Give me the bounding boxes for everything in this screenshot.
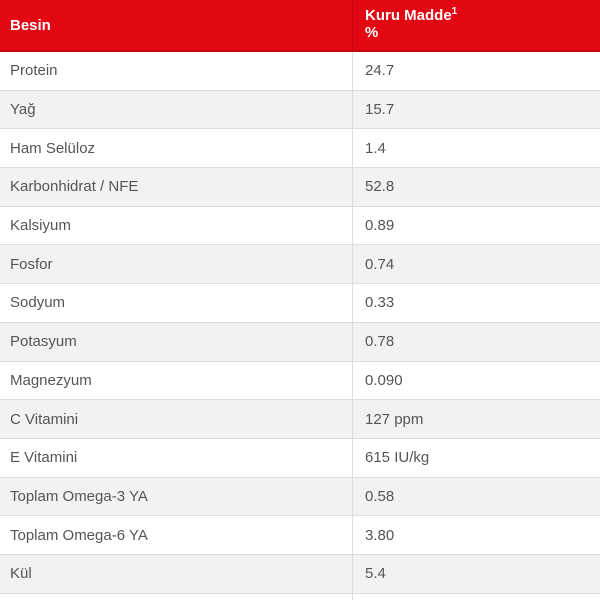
nutrient-value: 3.80 [352,516,600,554]
table-row: Karbonhidrat / NFE 52.8 [0,168,600,207]
nutrient-value: 0.78 [352,322,600,361]
nutrient-value: 0.33 [352,284,600,322]
filler-right-cell [352,593,600,600]
table-row: Yağ 15.7 [0,90,600,130]
nutrient-value: 0.090 [352,361,600,400]
table-row: Toplam Omega-3 YA 0.58 [0,477,600,517]
header-dry-matter-column: Kuru Madde1 % [352,0,600,50]
nutrient-label: Yağ [10,101,36,119]
table-row: Fosfor 0.74 [0,245,600,285]
nutrient-value: 615 IU/kg [352,438,600,477]
table-row: Protein 24.7 [0,52,600,91]
nutrient-value: 15.7 [352,90,600,129]
nutrient-label: Potasyum [10,333,77,351]
nutrient-label: E Vitamini [10,449,78,467]
nutrient-value: 0.74 [352,245,600,284]
header-dry-matter-title: Kuru Madde [365,7,452,24]
table-bottom-filler [0,593,600,600]
nutrient-label: Magnezyum [10,371,92,389]
header-nutrient-column: Besin [10,16,51,34]
nutrient-value: 0.58 [352,477,600,516]
nutrient-value: 52.8 [352,168,600,206]
nutrient-label: Sodyum [10,294,66,312]
table-row: Potasyum 0.78 [0,322,600,362]
nutrient-value: 5.4 [352,554,600,593]
nutrient-label: Karbonhidrat / NFE [10,178,139,196]
table-body: Protein 24.7 Yağ 15.7 Ham Selüloz 1.4 Karbonhi… [0,52,600,594]
table-row: C Vitamini 127 ppm [0,400,600,439]
nutrient-label: Protein [10,62,58,80]
header-footnote-marker: 1 [451,6,458,17]
table-row: Sodyum 0.33 [0,284,600,323]
table-row: Toplam Omega-6 YA 3.80 [0,516,600,555]
table-row: Kül 5.4 [0,554,600,594]
header-dry-matter-unit: % [365,24,379,41]
nutrient-value: 1.4 [352,129,600,168]
filler-left-cell [0,594,352,600]
nutrient-label: Toplam Omega-3 YA [10,487,148,505]
header-dry-matter-line1: Kuru Madde1 [365,6,600,25]
nutrient-value: 127 ppm [352,400,600,438]
table-row: Kalsiyum 0.89 [0,206,600,246]
nutrient-label: C Vitamini [10,410,79,428]
nutrient-value: 24.7 [352,52,600,90]
nutrient-label: Toplam Omega-6 YA [10,526,148,544]
table-header: Besin Kuru Madde1 % [0,0,600,52]
table-row: E Vitamini 615 IU/kg [0,438,600,478]
nutrient-label: Ham Selüloz [10,139,96,157]
table-row: Magnezyum 0.090 [0,361,600,401]
nutrient-label: Fosfor [10,255,53,273]
nutrient-label: Kalsiyum [10,217,71,235]
table-row: Ham Selüloz 1.4 [0,129,600,169]
nutrient-label: Kül [10,565,32,583]
nutrient-value: 0.89 [352,206,600,245]
